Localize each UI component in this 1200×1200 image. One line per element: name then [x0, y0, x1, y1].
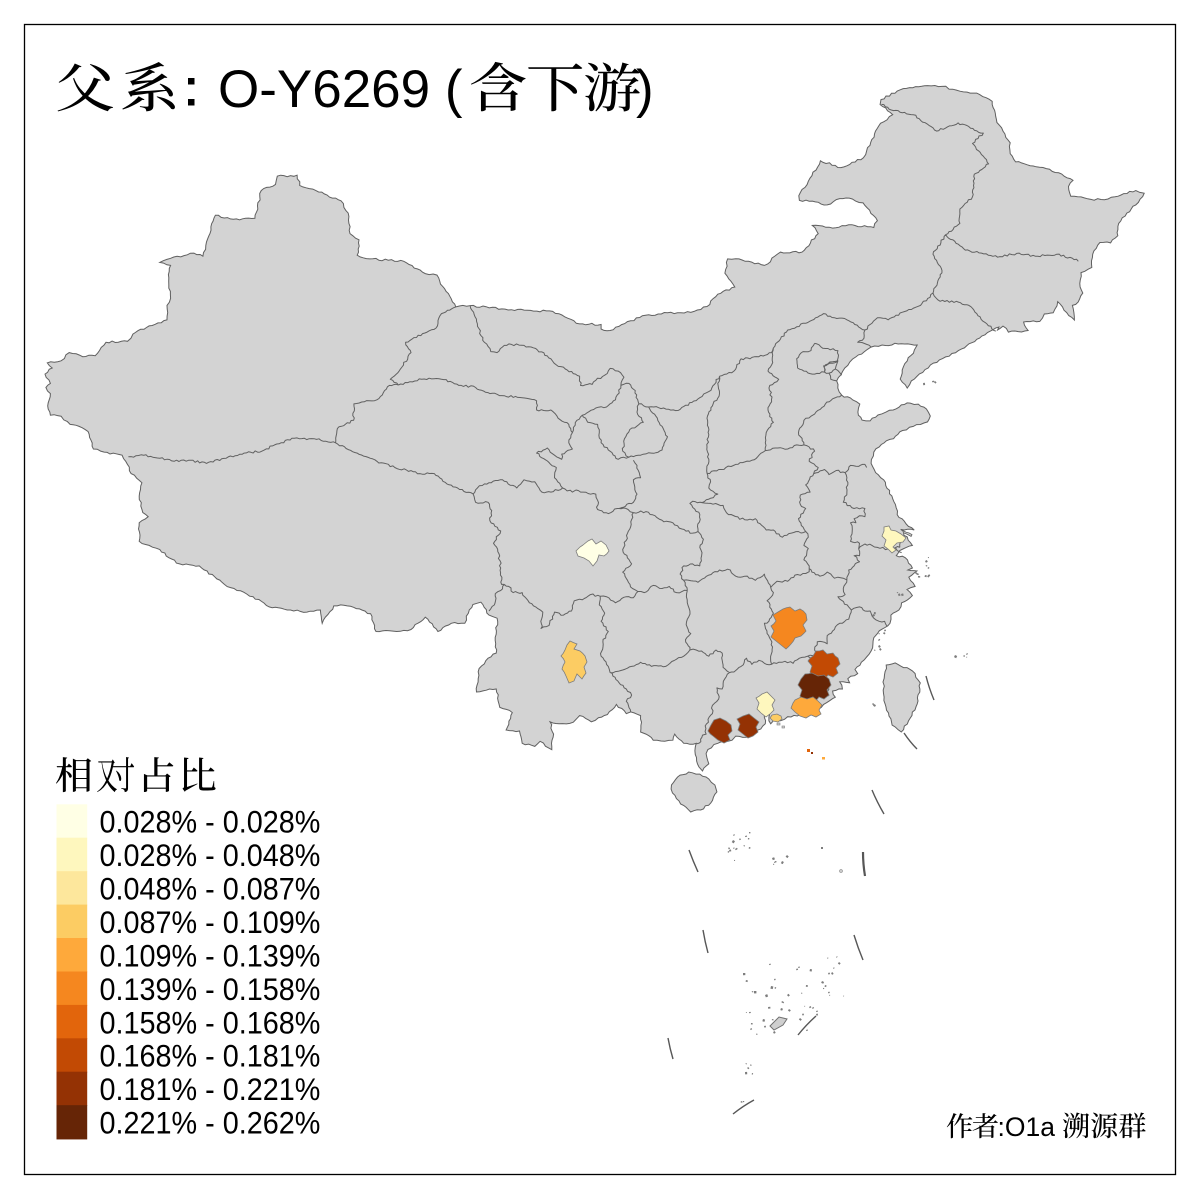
svg-text:0.181% - 0.221%: 0.181% - 0.221%: [100, 1073, 321, 1108]
svg-text:0.168% - 0.181%: 0.168% - 0.181%: [100, 1039, 321, 1074]
svg-text:0.158% - 0.168%: 0.158% - 0.168%: [100, 1006, 321, 1041]
svg-text:0.048% - 0.087%: 0.048% - 0.087%: [100, 872, 321, 907]
svg-text:0.109% - 0.139%: 0.109% - 0.139%: [100, 939, 321, 974]
svg-text:O-Y6269 (: O-Y6269 (: [218, 60, 463, 119]
svg-text::O1a: :O1a: [998, 1112, 1056, 1142]
svg-text:0.028% - 0.048%: 0.028% - 0.048%: [100, 839, 321, 874]
svg-text:0.028% - 0.028%: 0.028% - 0.028%: [100, 805, 321, 840]
svg-text:0.087% - 0.109%: 0.087% - 0.109%: [100, 906, 321, 941]
svg-text:0.221% - 0.262%: 0.221% - 0.262%: [100, 1106, 321, 1141]
svg-text:0.139% - 0.158%: 0.139% - 0.158%: [100, 973, 321, 1008]
svg-text:): ): [636, 60, 654, 119]
